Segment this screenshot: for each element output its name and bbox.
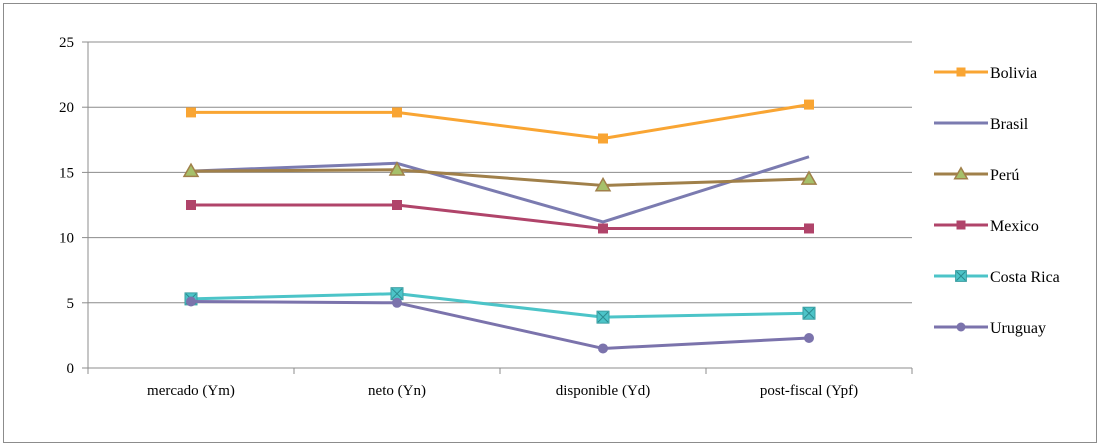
legend-entry: Brasil: [934, 116, 1029, 133]
data-point-cross: [956, 271, 966, 281]
y-tick-label: 25: [59, 35, 74, 51]
data-point-marker: [186, 200, 196, 210]
y-tick-label: 15: [59, 165, 74, 181]
data-point-marker: [594, 176, 612, 192]
x-tick-label: disponible (Yd): [556, 383, 651, 399]
data-point-marker: [186, 107, 196, 118]
legend-entry: Costa Rica: [934, 269, 1060, 286]
data-point-cross: [803, 307, 815, 319]
series-line: [190, 299, 810, 350]
legend: Bolivia Brasil Perú Mexico Costa Rica Uruguay: [934, 65, 1060, 337]
data-point-marker: [182, 162, 200, 178]
legend-label: Uruguay: [990, 320, 1046, 337]
data-point-marker: [956, 67, 966, 77]
series-brasil: [190, 155, 810, 224]
data-point-marker: [804, 99, 814, 110]
series-bolivia: [186, 99, 814, 144]
legend-label: Costa Rica: [990, 269, 1060, 286]
x-tick-label: neto (Yn): [368, 383, 426, 399]
data-point-cross: [391, 288, 403, 300]
y-tick-label: 10: [59, 231, 74, 247]
legend-label: Bolivia: [990, 65, 1037, 82]
data-point-marker: [804, 333, 814, 344]
legend-entry: Bolivia: [934, 65, 1037, 82]
data-point-marker: [392, 297, 402, 308]
series-line: [190, 168, 810, 187]
series-line: [191, 103, 810, 140]
data-point-marker: [953, 166, 969, 180]
data-point-marker: [800, 170, 818, 185]
data-point-marker: [186, 296, 196, 307]
data-point-marker: [392, 200, 402, 210]
x-tick-label: post-fiscal (Ypf): [760, 383, 858, 399]
data-point-cross: [597, 311, 609, 323]
data-point-marker: [388, 161, 406, 176]
y-tick-label: 0: [67, 361, 75, 377]
series-lines: [182, 99, 818, 354]
y-tick-label: 5: [67, 296, 75, 312]
y-axis-ticks: 0 5 10 15 20 25: [59, 35, 74, 377]
legend-label: Mexico: [990, 218, 1039, 235]
data-point-marker: [804, 223, 814, 234]
series-costa-rica: [184, 287, 816, 324]
legend-label: Perú: [990, 167, 1019, 184]
x-tick-label: mercado (Ym): [147, 383, 235, 399]
legend-entry: Perú: [934, 166, 1019, 184]
legend-label: Brasil: [990, 116, 1029, 133]
series-line: [191, 203, 809, 230]
axes: [82, 41, 913, 374]
data-point-marker: [598, 133, 608, 144]
legend-entry: Uruguay: [934, 320, 1046, 337]
data-point-marker: [956, 322, 966, 332]
data-point-marker: [392, 107, 402, 118]
data-point-marker: [598, 223, 608, 234]
series-line: [190, 292, 810, 319]
series-uruguay: [186, 296, 814, 354]
data-point-marker: [956, 220, 966, 230]
x-axis-ticks: mercado (Ym) neto (Yn) disponible (Yd) post…: [147, 383, 858, 399]
series-mexico: [186, 200, 814, 234]
data-point-marker: [598, 343, 608, 354]
y-tick-label: 20: [59, 100, 74, 116]
series-line: [190, 155, 810, 224]
legend-entry: Mexico: [934, 218, 1039, 235]
series-per-: [182, 161, 818, 192]
